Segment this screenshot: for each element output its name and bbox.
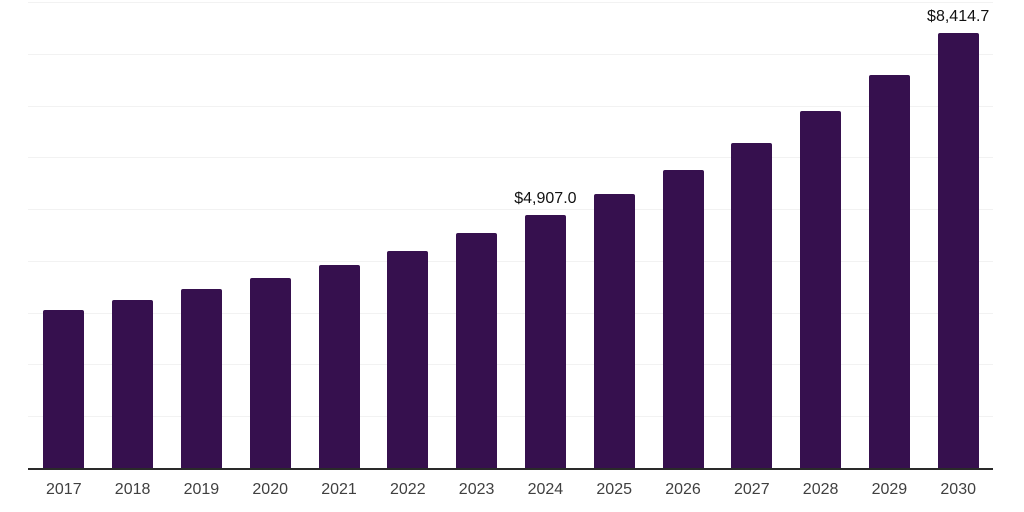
bar-2024 [524, 214, 566, 469]
gridline-1000 [28, 416, 993, 418]
x-tick-label-2023: 2023 [458, 481, 495, 498]
x-tick-label-2021: 2021 [321, 481, 357, 498]
x-tick-label-2019: 2019 [183, 481, 220, 498]
bar-2023 [456, 233, 498, 469]
plot-area: $4,907.0 $8,414.7 [28, 2, 993, 470]
x-tick-label-2026: 2026 [665, 481, 701, 498]
bar-2029 [868, 74, 910, 469]
bar-2025 [593, 193, 635, 469]
gridline-9000 [28, 2, 993, 3]
bar-2020 [249, 278, 291, 469]
bar-2019 [180, 288, 222, 469]
x-tick-label-2018: 2018 [114, 481, 151, 498]
bar-2027 [731, 143, 773, 469]
value-label-2024: $4,907.0 [514, 189, 577, 207]
x-tick-label-2020: 2020 [252, 481, 288, 498]
bar-2021 [318, 264, 360, 469]
bar-2022 [387, 250, 429, 469]
bar-2018 [112, 299, 154, 469]
x-tick-label-2017: 2017 [46, 481, 82, 498]
gridline-2000 [28, 364, 993, 366]
gridline-3000 [28, 312, 993, 314]
bar-2030 [937, 33, 979, 469]
x-tick-label-2029: 2029 [871, 481, 908, 498]
bar-2028 [800, 110, 842, 469]
x-tick-label-2028: 2028 [802, 481, 839, 498]
x-tick-label-2024: 2024 [527, 481, 564, 498]
x-tick-label-2030: 2030 [940, 481, 976, 498]
x-tick-label-2025: 2025 [596, 481, 632, 498]
bar-2026 [662, 170, 704, 469]
x-tick-label-2022: 2022 [390, 481, 426, 498]
gridline-8000 [28, 53, 993, 55]
x-axis-line [28, 468, 993, 470]
gridline-6000 [28, 157, 993, 159]
value-label-2030: $8,414.7 [927, 8, 990, 26]
gridline-5000 [28, 209, 993, 211]
gridline-7000 [28, 105, 993, 107]
x-tick-label-2027: 2027 [734, 481, 770, 498]
bar-2017 [43, 309, 85, 469]
gridline-4000 [28, 260, 993, 262]
